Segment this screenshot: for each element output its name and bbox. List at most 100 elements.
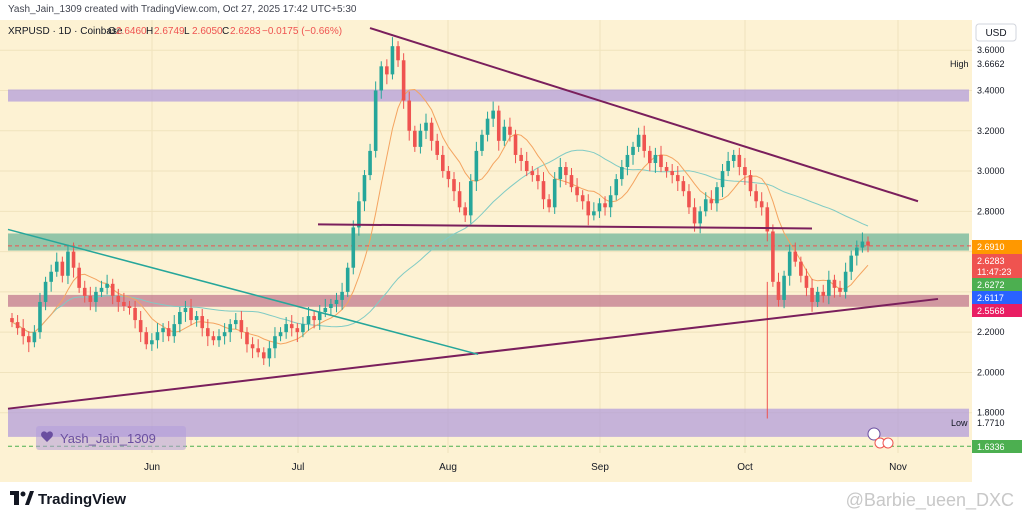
candle-up: [323, 307, 328, 313]
candle-down: [580, 195, 585, 202]
candle-down: [793, 251, 798, 262]
candle-up: [608, 195, 613, 208]
candle-down: [709, 199, 714, 204]
candle-down: [200, 316, 205, 329]
candle-up: [625, 154, 630, 168]
candle-down: [575, 187, 579, 196]
legend-h: 2.6749: [154, 26, 185, 37]
candle-up: [860, 241, 865, 248]
candle-down: [603, 203, 607, 208]
candle-down: [88, 295, 93, 302]
x-tick-label: Aug: [439, 462, 457, 473]
candle-up: [306, 316, 311, 325]
candle-up: [161, 328, 165, 333]
candle-up: [614, 179, 619, 196]
candle-up: [362, 175, 367, 202]
candle-up: [222, 332, 227, 337]
candles: [10, 37, 870, 419]
candle-down: [435, 140, 440, 155]
legend-o: 2.6460: [116, 26, 147, 37]
zone-purple: [8, 89, 969, 102]
candle-up: [329, 303, 333, 308]
candle-down: [10, 318, 14, 323]
currency-button[interactable]: USD: [975, 23, 1017, 42]
candle-up: [592, 211, 596, 216]
candle-up: [345, 267, 350, 292]
candle-down: [407, 100, 412, 131]
candle-down: [642, 134, 647, 151]
candle-up: [620, 167, 624, 180]
candle-down: [71, 251, 76, 268]
candle-down: [754, 191, 758, 202]
price-label-2-6117: 2.6117: [977, 293, 1004, 303]
teal-trendline: [7, 228, 479, 356]
candle-down: [821, 291, 826, 296]
candle-down: [396, 46, 400, 61]
candle-down: [804, 275, 809, 288]
candle-up: [267, 348, 272, 359]
y-tick-label: 2.8000: [977, 206, 1005, 216]
candle-down: [670, 171, 674, 176]
candle-up: [468, 181, 473, 216]
user-watermark-text: Yash_Jain_1309: [60, 431, 156, 446]
candle-down: [765, 207, 770, 232]
price-chart[interactable]: 1.80002.00002.20002.40002.60002.80003.00…: [0, 20, 1024, 482]
candle-up: [301, 324, 305, 333]
candle-down: [122, 301, 126, 306]
y-tick-label: 3.4000: [977, 85, 1005, 95]
candle-down: [508, 126, 512, 135]
moving-average-short: [11, 88, 869, 345]
candle-up: [480, 134, 484, 151]
current-price: 2.6283: [977, 256, 1005, 266]
candle-down: [692, 207, 697, 224]
y-tick-label: 3.2000: [977, 126, 1005, 136]
event-markers[interactable]: [867, 427, 894, 449]
candle-up: [827, 279, 831, 296]
candle-down: [675, 175, 680, 182]
candle-up: [379, 66, 384, 91]
candle-down: [21, 328, 25, 337]
candle-up: [150, 340, 154, 345]
low-label: Low: [951, 418, 968, 428]
candle-up: [597, 203, 602, 212]
candle-up: [273, 336, 277, 349]
candle-down: [295, 328, 300, 333]
candle-down: [77, 267, 81, 288]
candle-up: [54, 261, 59, 272]
trendlines[interactable]: [7, 27, 939, 410]
price-labels: High 3.6662 2.6910 2.6283 11:47:23 2.627…: [950, 57, 1022, 453]
candle-down: [519, 154, 523, 161]
candle-down: [144, 332, 149, 345]
tradingview-logo[interactable]: TradingView: [10, 491, 126, 508]
candle-up: [726, 160, 730, 172]
candle-up: [424, 122, 428, 131]
candle-down: [496, 110, 501, 141]
y-tick-label: 1.8000: [977, 408, 1005, 418]
candle-up: [66, 251, 70, 276]
candle-down: [687, 191, 691, 208]
candle-up: [491, 110, 495, 119]
currency-label: USD: [985, 28, 1006, 39]
candle-up: [698, 211, 702, 224]
bar-countdown: 11:47:23: [977, 267, 1011, 277]
candle-up: [474, 150, 479, 182]
candle-up: [183, 307, 188, 313]
x-tick-label: Jul: [292, 462, 305, 473]
y-tick-label: 2.2000: [977, 327, 1005, 337]
price-label-2-6272: 2.6272: [977, 280, 1005, 290]
price-label-2-5568: 2.5568: [977, 306, 1005, 316]
tradingview-logo-text: TradingView: [38, 491, 127, 508]
indicator-lines: [8, 88, 972, 447]
candle-up: [217, 336, 221, 341]
candle-down: [250, 344, 255, 349]
candle-up: [782, 275, 786, 300]
candle-down: [536, 175, 540, 182]
candle-down: [116, 295, 121, 302]
candle-up: [720, 171, 725, 188]
candle-up: [334, 299, 339, 304]
legend-h-label: H: [146, 26, 153, 37]
candle-down: [771, 231, 775, 282]
candle-up: [233, 320, 238, 325]
chart-area[interactable]: 1.80002.00002.20002.40002.60002.80003.00…: [0, 20, 1024, 482]
candle-down: [206, 328, 210, 337]
